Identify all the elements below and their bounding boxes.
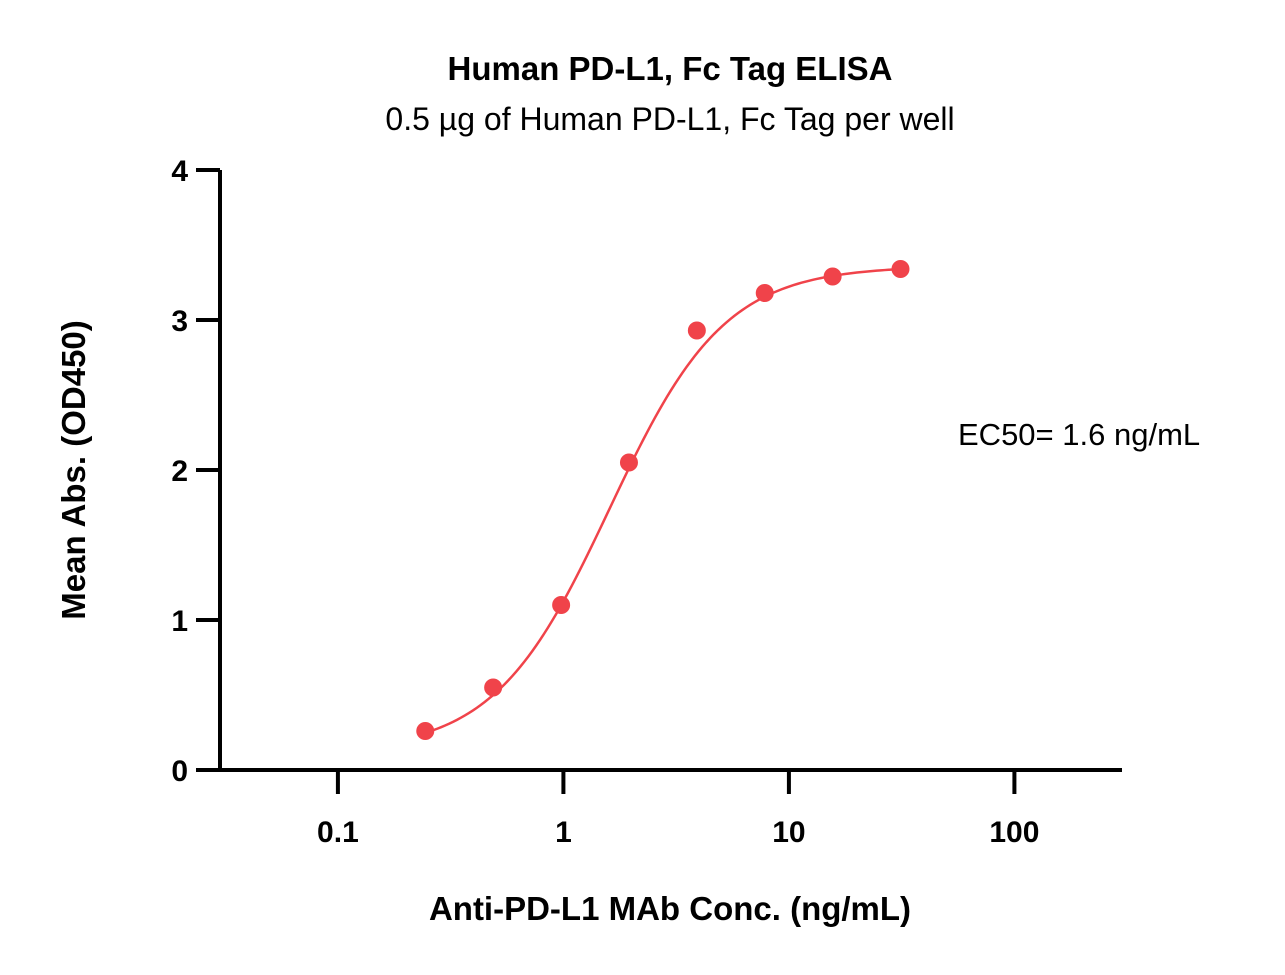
data-point (687, 321, 706, 340)
data-point (619, 453, 638, 472)
data-points-layer (416, 260, 910, 740)
x-tick-label: 1 (555, 816, 572, 849)
data-point (823, 267, 842, 286)
y-tick-label: 2 (171, 455, 188, 488)
data-point (484, 678, 503, 697)
y-tick-label: 0 (171, 755, 188, 788)
fit-curve (424, 267, 901, 735)
data-point (416, 722, 435, 740)
x-tick-label: 10 (772, 816, 805, 849)
axes: 0 1 2 3 4 0.1 1 10 100 (171, 155, 1122, 849)
data-point (755, 284, 774, 302)
data-point (891, 260, 910, 278)
ec50-annotation: EC50= 1.6 ng/mL (958, 417, 1200, 452)
x-tick-label: 100 (989, 816, 1039, 849)
data-point (552, 596, 571, 614)
y-tick-label: 1 (171, 605, 188, 638)
chart-subtitle: 0.5 µg of Human PD-L1, Fc Tag per well (385, 101, 954, 137)
y-tick-label: 4 (171, 155, 188, 188)
chart-title: Human PD-L1, Fc Tag ELISA (448, 50, 893, 87)
x-tick-label: 0.1 (317, 816, 359, 849)
y-tick-label: 3 (171, 305, 188, 338)
fit-curve-layer (424, 267, 901, 735)
x-axis-label: Anti-PD-L1 MAb Conc. (ng/mL) (429, 890, 911, 927)
y-axis-label: Mean Abs. (OD450) (55, 320, 92, 620)
